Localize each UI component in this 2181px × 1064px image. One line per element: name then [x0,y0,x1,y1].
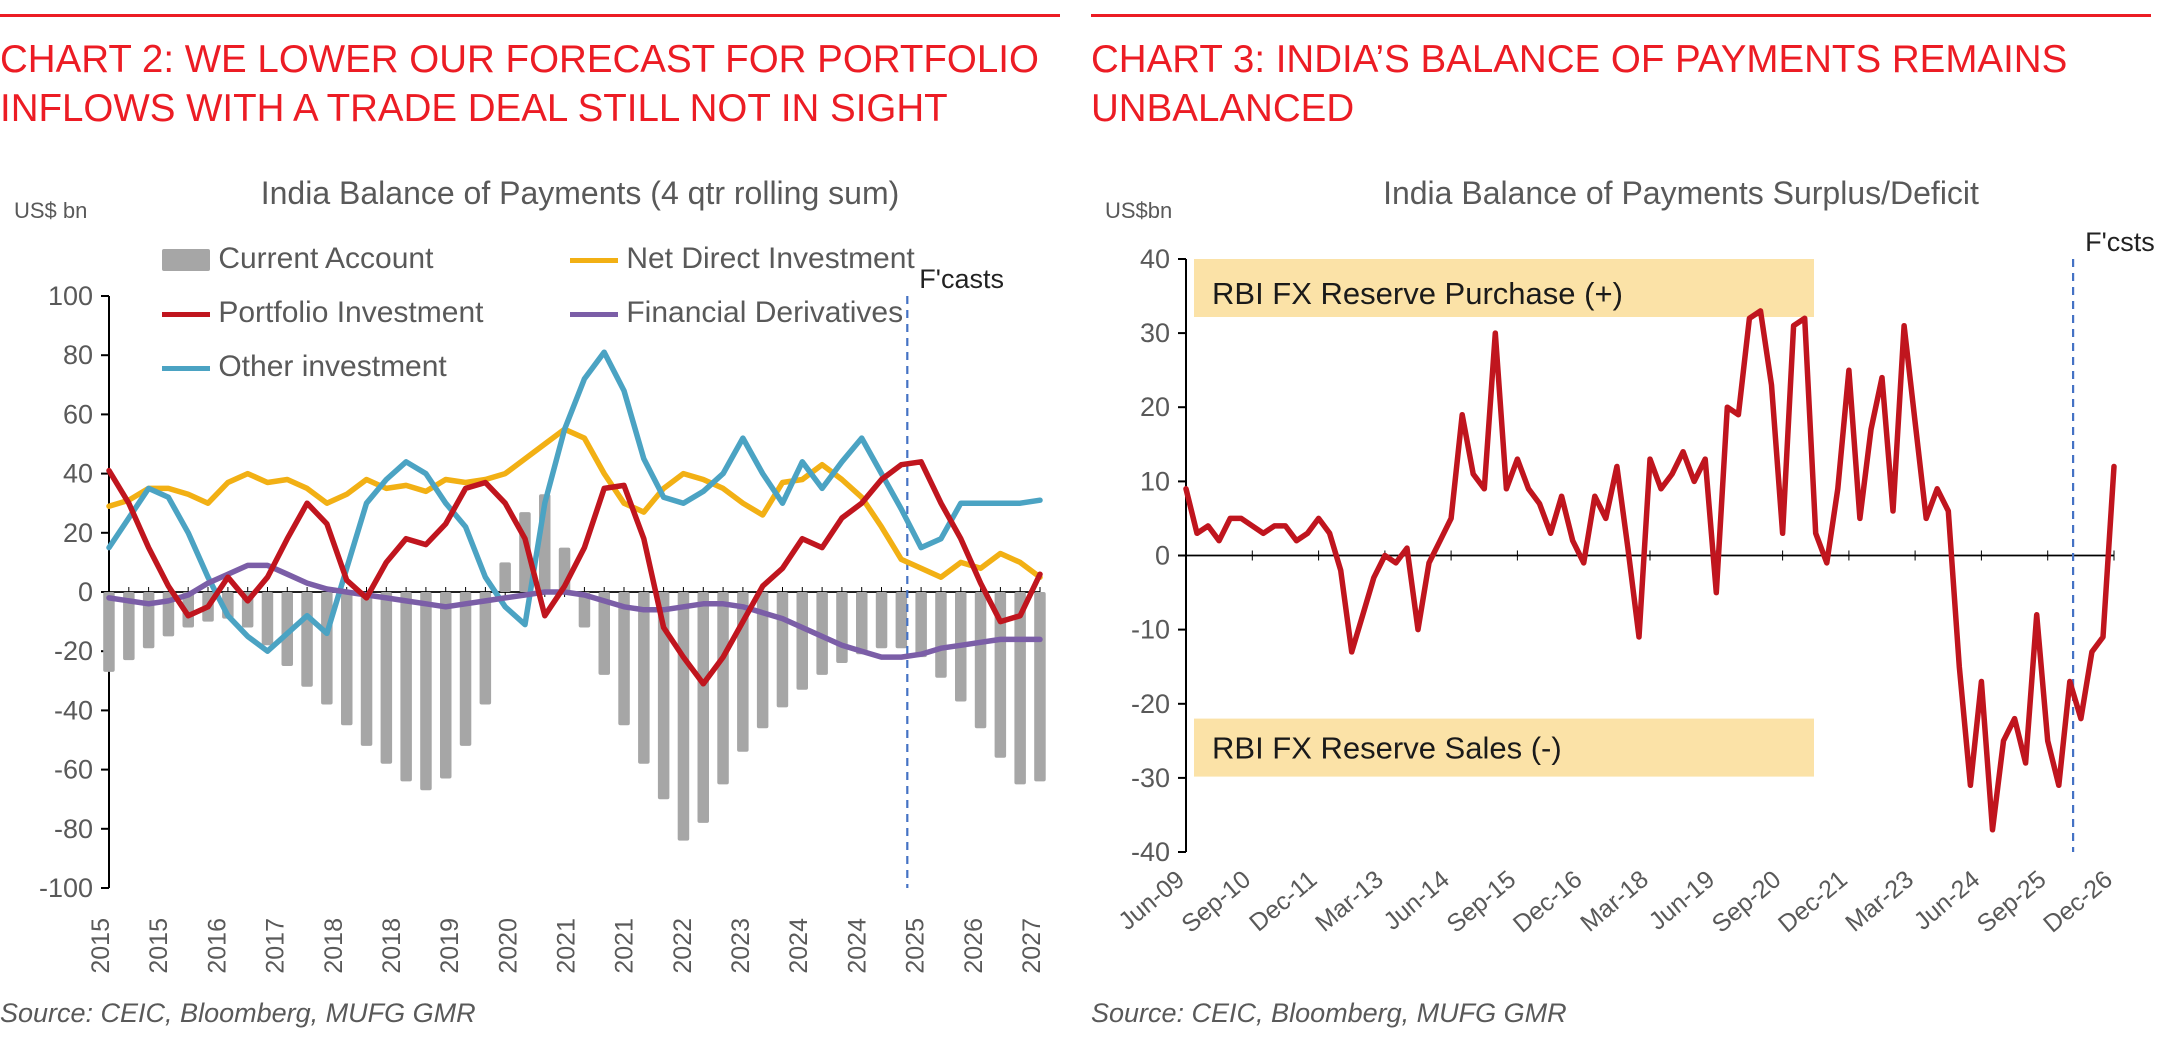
svg-text:Sep-10: Sep-10 [1176,865,1256,938]
svg-text:2019: 2019 [436,918,464,974]
svg-text:40: 40 [63,459,93,489]
svg-text:2027: 2027 [1018,918,1046,974]
svg-text:2015: 2015 [145,918,173,974]
svg-text:Sep-20: Sep-20 [1707,865,1787,938]
svg-text:40: 40 [1140,244,1170,274]
svg-text:20: 20 [63,518,93,548]
svg-text:-40: -40 [1131,837,1170,867]
svg-text:2024: 2024 [785,918,813,974]
svg-text:2021: 2021 [553,918,581,974]
svg-text:Jun-19: Jun-19 [1644,865,1721,936]
svg-text:-60: -60 [54,755,93,785]
svg-text:2021: 2021 [611,918,639,974]
svg-text:2016: 2016 [203,918,231,974]
svg-text:-100: -100 [39,873,93,903]
svg-text:2024: 2024 [843,918,871,974]
svg-text:Jun-24: Jun-24 [1909,865,1986,936]
svg-text:2018: 2018 [320,918,348,974]
svg-text:60: 60 [63,399,93,429]
svg-text:Mar-18: Mar-18 [1575,865,1654,937]
svg-text:RBI FX Reserve Purchase (+): RBI FX Reserve Purchase (+) [1212,276,1623,311]
svg-text:2018: 2018 [378,918,406,974]
svg-text:Sep-25: Sep-25 [1972,865,2052,938]
svg-text:-20: -20 [1131,689,1170,719]
svg-text:2025: 2025 [902,918,930,974]
svg-text:F'csts: F'csts [2085,227,2155,257]
svg-text:0: 0 [1155,541,1170,571]
svg-text:2015: 2015 [87,918,115,974]
svg-text:2026: 2026 [960,918,988,974]
svg-text:80: 80 [63,340,93,370]
svg-text:-40: -40 [54,695,93,725]
svg-text:100: 100 [48,281,93,311]
svg-text:Dec-16: Dec-16 [1508,865,1588,938]
svg-text:Jun-14: Jun-14 [1378,865,1455,936]
svg-text:2023: 2023 [727,918,755,974]
svg-text:0: 0 [78,577,93,607]
svg-text:-80: -80 [54,814,93,844]
svg-text:RBI FX Reserve Sales (-): RBI FX Reserve Sales (-) [1212,731,1562,766]
svg-text:10: 10 [1140,466,1170,496]
svg-text:Sep-15: Sep-15 [1441,865,1521,938]
svg-text:2017: 2017 [262,918,290,974]
svg-text:2022: 2022 [669,918,697,974]
svg-text:20: 20 [1140,392,1170,422]
svg-text:-30: -30 [1131,763,1170,793]
svg-text:-20: -20 [54,636,93,666]
svg-text:Dec-11: Dec-11 [1244,865,1322,937]
svg-text:Dec-21: Dec-21 [1773,865,1853,938]
svg-text:Mar-13: Mar-13 [1310,865,1389,937]
svg-text:Dec-26: Dec-26 [2038,865,2118,938]
svg-text:Jun-09: Jun-09 [1113,865,1190,936]
svg-text:F'casts: F'casts [919,264,1004,294]
svg-text:30: 30 [1140,318,1170,348]
svg-text:Mar-23: Mar-23 [1840,865,1919,937]
svg-text:2020: 2020 [494,918,522,974]
svg-text:-10: -10 [1131,615,1170,645]
